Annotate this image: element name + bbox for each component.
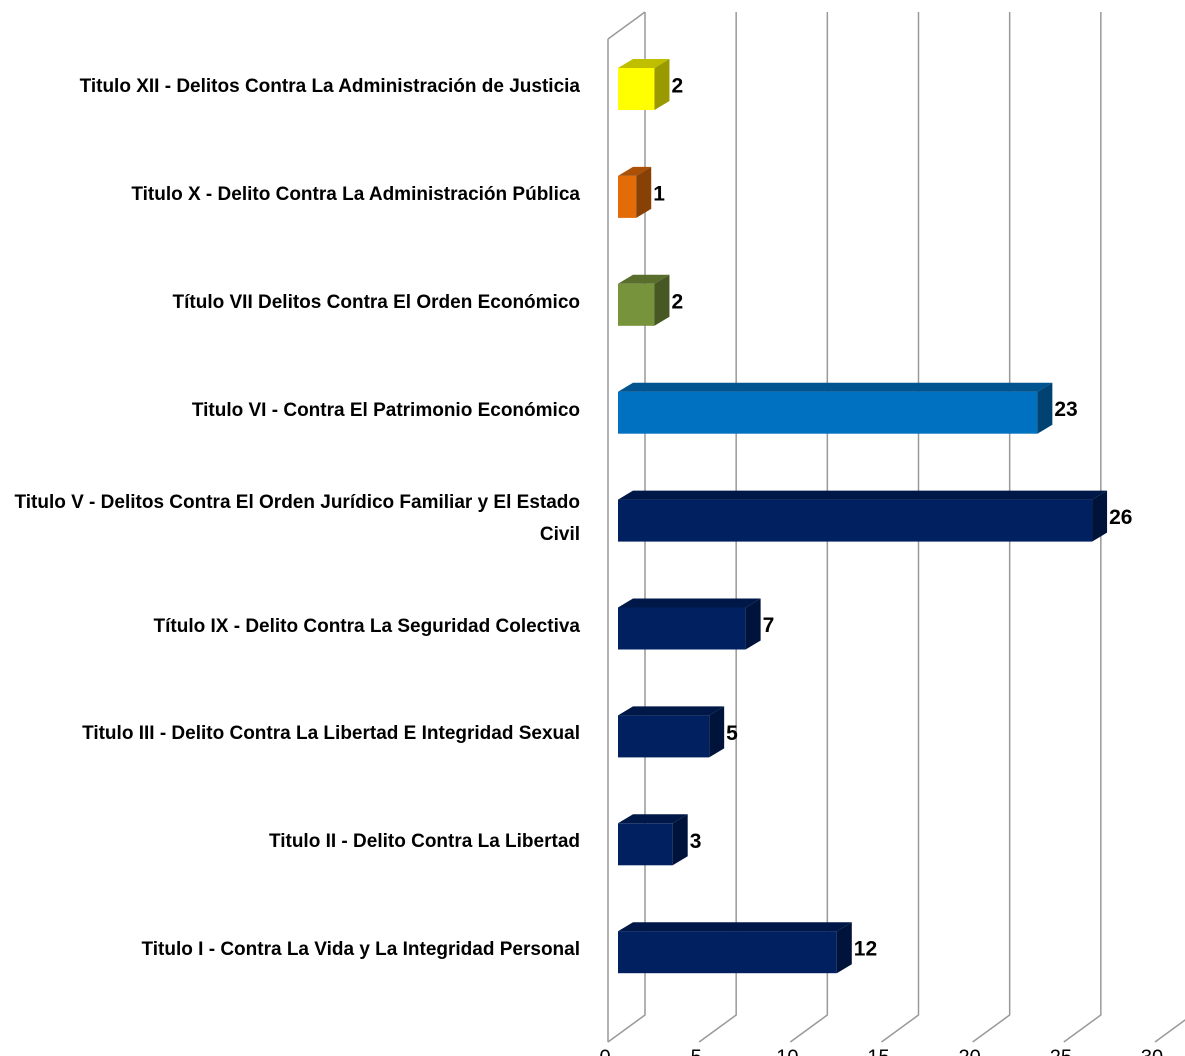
category-label: Titulo X - Delito Contra La Administraci… — [131, 183, 580, 205]
bar-front — [618, 715, 710, 758]
bar-top — [618, 922, 852, 932]
bar-top — [618, 382, 1053, 392]
category-label: Titulo VI - Contra El Patrimonio Económi… — [191, 399, 580, 421]
category-label: Titulo III - Delito Contra La Libertad E… — [82, 723, 580, 745]
x-tick-label: 15 — [867, 1047, 889, 1056]
bar-side — [1037, 382, 1053, 434]
category-label: Titulo XII - Delitos Contra La Administr… — [79, 76, 580, 97]
value-label: 26 — [1109, 506, 1132, 529]
category-label: Titulo II - Delito Contra La Libertad — [268, 831, 580, 853]
x-tick-label: 20 — [959, 1047, 981, 1056]
category-label: Titulo V - Delitos Contra El Orden Juríd… — [14, 491, 580, 545]
bar-top — [618, 814, 688, 824]
bar-top — [618, 166, 652, 176]
value-label: 1 — [653, 182, 665, 205]
value-label: 7 — [763, 614, 775, 637]
bar-side — [836, 922, 852, 974]
bar — [618, 598, 761, 650]
grid-line — [1063, 12, 1102, 1043]
bar — [618, 59, 670, 110]
bar — [618, 814, 688, 866]
bar-side — [709, 706, 725, 758]
category-label: Título VII Delitos Contra El Orden Econó… — [172, 291, 580, 313]
bar-top — [618, 706, 725, 716]
x-tick-label: 25 — [1050, 1047, 1072, 1056]
wall-edge — [607, 11, 646, 40]
grid-line — [698, 12, 737, 1043]
bar-side — [654, 59, 670, 110]
bar-front — [618, 283, 655, 326]
value-label: 2 — [671, 75, 683, 98]
x-tick-label: 10 — [776, 1047, 798, 1056]
bar-top — [618, 274, 670, 284]
bar — [618, 706, 725, 758]
bar-side — [745, 598, 761, 650]
category-label: Titulo I - Contra La Vida y La Integrida… — [141, 939, 580, 961]
bar-top — [618, 59, 670, 68]
x-tick-label: 5 — [691, 1047, 702, 1056]
grid-line — [881, 12, 920, 1043]
value-label: 5 — [726, 722, 738, 745]
category-label: Título IX - Delito Contra La Seguridad C… — [153, 615, 581, 637]
bar — [618, 490, 1108, 542]
value-label: 2 — [671, 290, 683, 313]
bar — [618, 274, 670, 326]
bar-front — [618, 607, 746, 650]
grid-line — [1154, 1019, 1185, 1043]
bar-top — [618, 490, 1108, 500]
grid-line — [789, 12, 829, 1043]
bar-front — [618, 823, 673, 866]
bar-side — [636, 166, 652, 218]
bar-front — [618, 931, 837, 974]
bar-top — [618, 598, 761, 608]
bar-front — [618, 391, 1038, 434]
x-tick-label: 30 — [1141, 1047, 1163, 1056]
value-label: 23 — [1054, 398, 1077, 421]
value-label: 12 — [854, 938, 877, 961]
value-label: 3 — [690, 830, 702, 853]
bar — [618, 382, 1053, 434]
bar-side — [1092, 490, 1108, 542]
grid-line — [972, 12, 1011, 1043]
bar-front — [618, 175, 637, 218]
bar-side — [654, 274, 670, 326]
x-tick-label: 0 — [599, 1047, 610, 1056]
bar — [618, 166, 652, 218]
grid-line — [607, 12, 646, 1043]
bar-side — [672, 814, 688, 866]
bar-front — [618, 499, 1093, 542]
bar-front — [618, 68, 655, 110]
bar — [618, 922, 852, 974]
